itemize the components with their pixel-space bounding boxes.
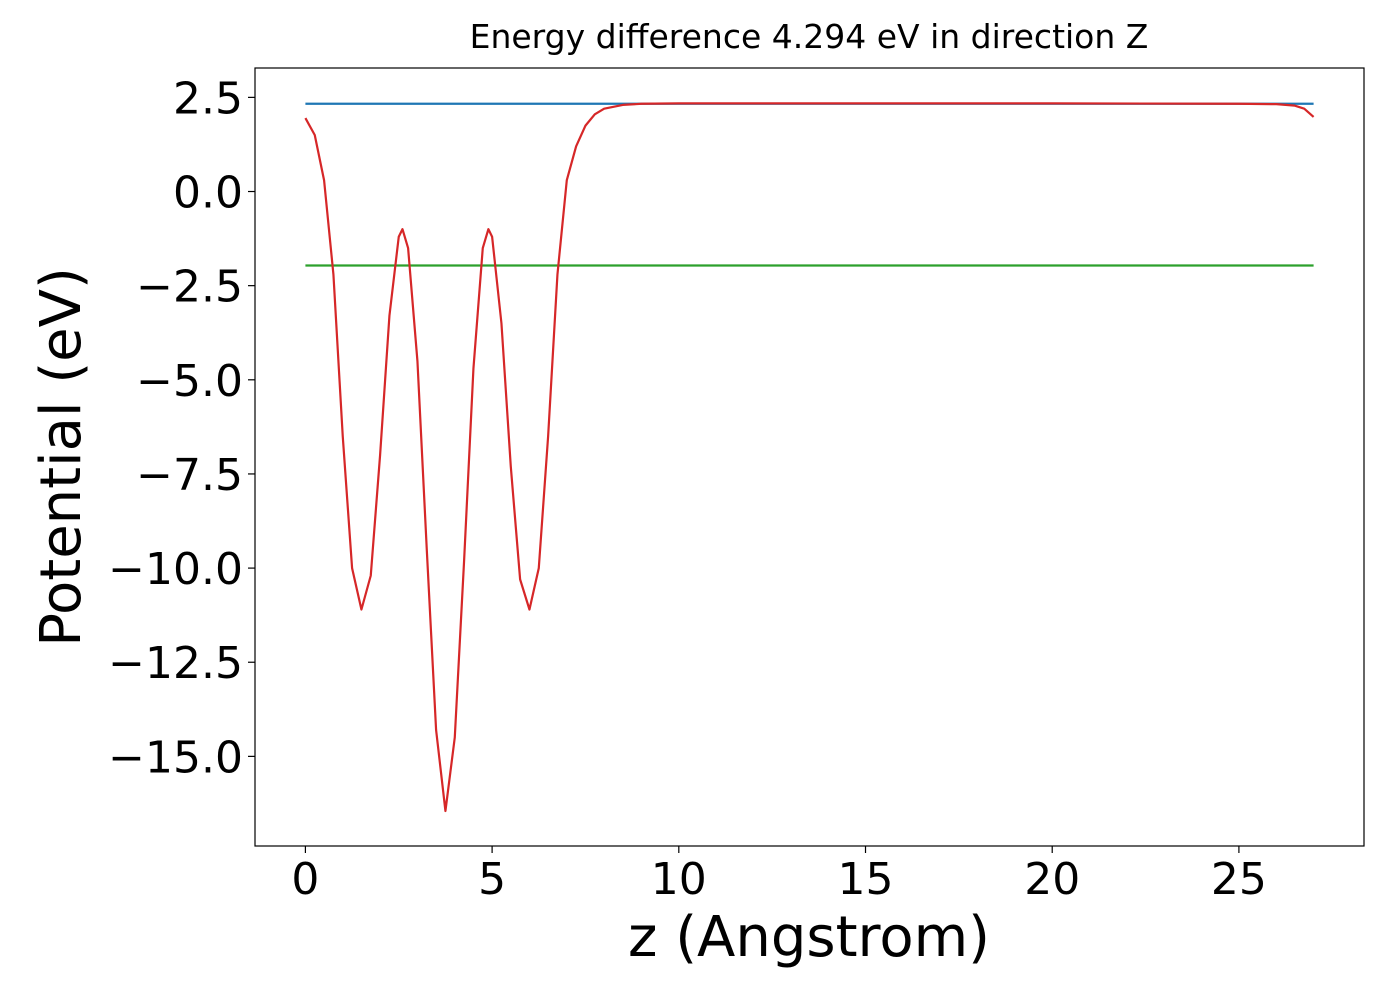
plot-frame: [254, 67, 1365, 847]
y-tick-label: −10.0: [108, 544, 243, 595]
y-tick-label: −2.5: [136, 262, 243, 313]
x-tick-label: 0: [291, 854, 319, 905]
x-axis-label: z (Angstrom): [628, 905, 990, 970]
y-tick-label: −7.5: [136, 450, 243, 501]
y-tick-label: 0.0: [173, 168, 243, 219]
x-tick-label: 25: [1211, 854, 1267, 905]
chart-title: Energy difference 4.294 eV in direction …: [470, 17, 1149, 56]
y-tick-label: −15.0: [108, 732, 243, 783]
y-tick-label: −12.5: [108, 638, 243, 689]
x-tick-label: 10: [651, 854, 707, 905]
x-tick-label: 20: [1024, 854, 1080, 905]
y-tick-label: −5.0: [136, 356, 243, 407]
x-tick-label: 5: [478, 854, 506, 905]
y-axis-label: Potential (eV): [29, 267, 94, 647]
x-tick-label: 15: [838, 854, 894, 905]
y-tick-label: 2.5: [173, 73, 243, 124]
series-line: [304, 102, 1315, 813]
